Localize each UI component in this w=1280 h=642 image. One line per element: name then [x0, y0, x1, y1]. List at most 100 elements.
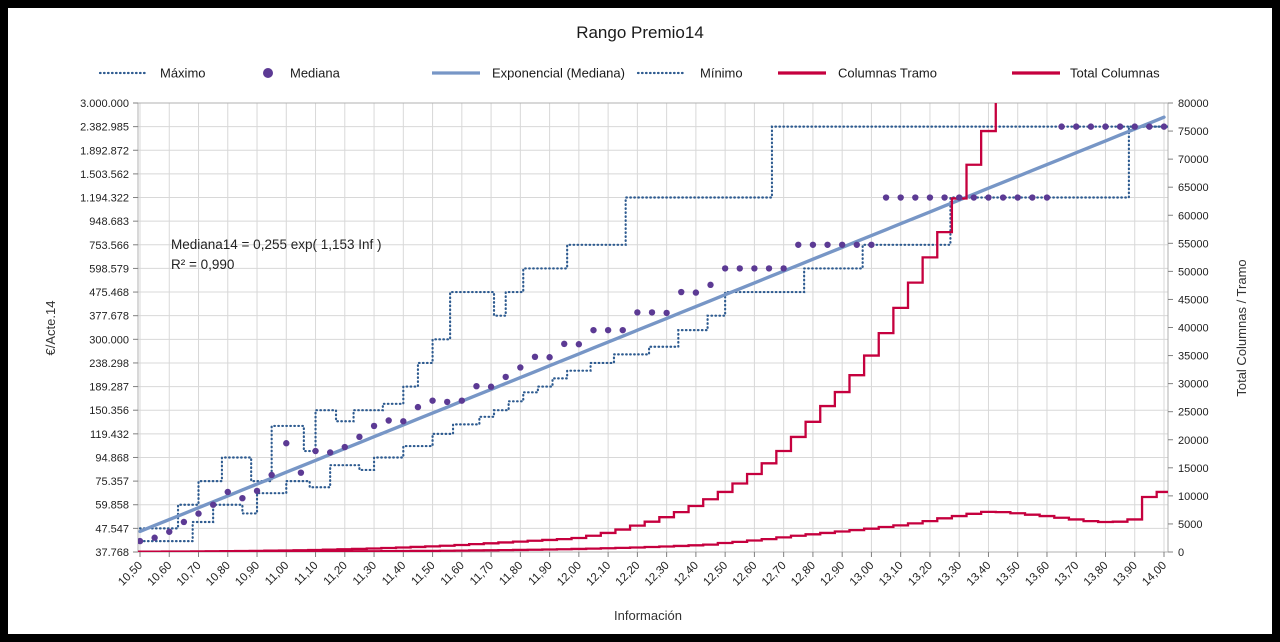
right-axis-label: 15000 — [1178, 463, 1209, 475]
x-axis-label: 10,60 — [146, 560, 175, 589]
mediana-point — [912, 194, 919, 201]
legend-label: Exponencial (Mediana) — [492, 66, 625, 81]
mediana-point — [926, 194, 934, 201]
x-axis-label: 11,30 — [351, 560, 379, 588]
legend-item-total-columnas: Total Columnas — [1012, 66, 1160, 81]
legend-label: Máximo — [160, 66, 206, 81]
x-axis-label: 12,30 — [643, 560, 672, 589]
chart-title: Rango Premio14 — [576, 23, 704, 42]
mediana-point — [868, 241, 875, 248]
x-axis-title: Información — [614, 608, 682, 623]
x-axis-label: 13,00 — [848, 560, 877, 589]
legend-marker-dot — [263, 68, 273, 78]
x-axis-label: 13,30 — [935, 560, 964, 589]
mediana-point — [370, 422, 378, 430]
right-axis-label: 75000 — [1178, 126, 1209, 138]
x-axis-label: 13,90 — [1111, 560, 1140, 589]
mediana-point — [385, 417, 392, 424]
x-axis-label: 13,20 — [906, 560, 935, 589]
mediana-point — [487, 383, 495, 390]
mediana-point — [1116, 123, 1124, 130]
mediana-point — [195, 510, 202, 517]
legend-label: Total Columnas — [1070, 66, 1160, 81]
x-axis-label: 13,10 — [877, 560, 906, 589]
left-axis-label: 300.000 — [89, 334, 129, 346]
mediana-point — [1131, 123, 1138, 130]
mediana-point — [400, 418, 407, 425]
x-axis-label: 13,40 — [965, 560, 994, 589]
left-axis-label: 1.503.562 — [80, 169, 129, 181]
series-columnas-tramo — [138, 490, 1168, 552]
x-axis-label: 12,00 — [555, 560, 584, 589]
fit-equation: Mediana14 = 0,255 exp( 1,153 Inf ) — [171, 237, 382, 252]
mediana-point — [838, 241, 846, 248]
mediana-point — [678, 288, 685, 296]
mediana-point — [209, 501, 217, 508]
mediana-point — [180, 518, 188, 526]
right-axis-label: 40000 — [1178, 323, 1209, 335]
left-axis-label: 2.382.985 — [80, 122, 129, 134]
right-axis-label: 0 — [1178, 547, 1184, 559]
mediana-point — [517, 364, 524, 371]
mediana-point — [853, 241, 860, 248]
legend-label: Mínimo — [700, 66, 743, 81]
mediana-point — [751, 265, 758, 272]
mediana-point — [897, 194, 904, 201]
x-axis-label: 11,60 — [439, 560, 467, 588]
x-axis-label: 12,10 — [584, 560, 613, 589]
mediana-point — [429, 397, 436, 404]
mediana-point — [575, 341, 583, 348]
legend-item-m-ximo: Máximo — [98, 66, 206, 81]
series-maximo — [138, 125, 1168, 530]
right-axis-labels: 8000075000700006500060000550005000045000… — [1178, 98, 1209, 559]
mediana-point — [444, 398, 451, 406]
x-axis-label: 11,80 — [497, 560, 525, 588]
right-axis-label: 65000 — [1178, 182, 1209, 194]
legend: Máximo Mediana Exponencial (Mediana) Mínimo… — [98, 66, 1160, 81]
x-axis-label: 12,40 — [672, 560, 701, 589]
x-axis-label: 11,10 — [292, 560, 320, 588]
mediana-point — [1043, 194, 1051, 201]
left-axis-label: 377.678 — [89, 311, 129, 323]
mediana-point — [1146, 123, 1153, 130]
right-axis-label: 45000 — [1178, 294, 1209, 306]
axis-ticks — [133, 102, 1173, 557]
mediana-point — [1160, 123, 1168, 130]
left-axis-label: 1.194.322 — [80, 193, 129, 205]
mediana-point — [1029, 194, 1036, 201]
x-axis-label: 10,90 — [233, 560, 262, 589]
x-axis-label: 10,70 — [175, 560, 204, 589]
mediana-point — [882, 194, 890, 201]
left-axis-label: 3.000.000 — [80, 98, 129, 110]
left-axis-label: 94.868 — [95, 452, 129, 464]
mediana-point — [634, 309, 641, 316]
mediana-point — [824, 241, 831, 248]
mediana-point — [473, 382, 480, 390]
mediana-point — [970, 194, 978, 201]
left-axis-label: 37.768 — [95, 547, 129, 559]
mediana-point — [604, 326, 612, 334]
right-axis-label: 60000 — [1178, 210, 1209, 222]
left-axis-label: 150.356 — [89, 405, 129, 417]
x-axis-labels: 10,50 10,60 10,70 10,80 10,90 11,00 11,10 11,20… — [116, 560, 1169, 589]
left-axis-label: 59.858 — [95, 500, 129, 512]
mediana-point — [809, 241, 817, 248]
x-axis-label: 13,80 — [1082, 560, 1111, 589]
plot-area — [138, 103, 1168, 552]
right-axis-label: 25000 — [1178, 407, 1209, 419]
mediana-point — [648, 309, 656, 316]
legend-item-m-nimo: Mínimo — [636, 66, 743, 81]
series-total-columnas — [138, 103, 997, 552]
mediana-point — [736, 265, 743, 272]
mediana-point — [502, 373, 509, 381]
x-axis-label: 12,70 — [760, 560, 789, 589]
x-axis-label: 12,60 — [731, 560, 760, 589]
mediana-point — [239, 494, 246, 502]
left-axis-label: 753.566 — [89, 240, 129, 252]
x-axis-label: 14,00 — [1140, 560, 1169, 589]
mediana-point — [765, 265, 773, 272]
right-axis-label: 80000 — [1178, 98, 1209, 110]
right-axis-label: 50000 — [1178, 266, 1209, 278]
x-axis-label: 12,90 — [818, 560, 847, 589]
